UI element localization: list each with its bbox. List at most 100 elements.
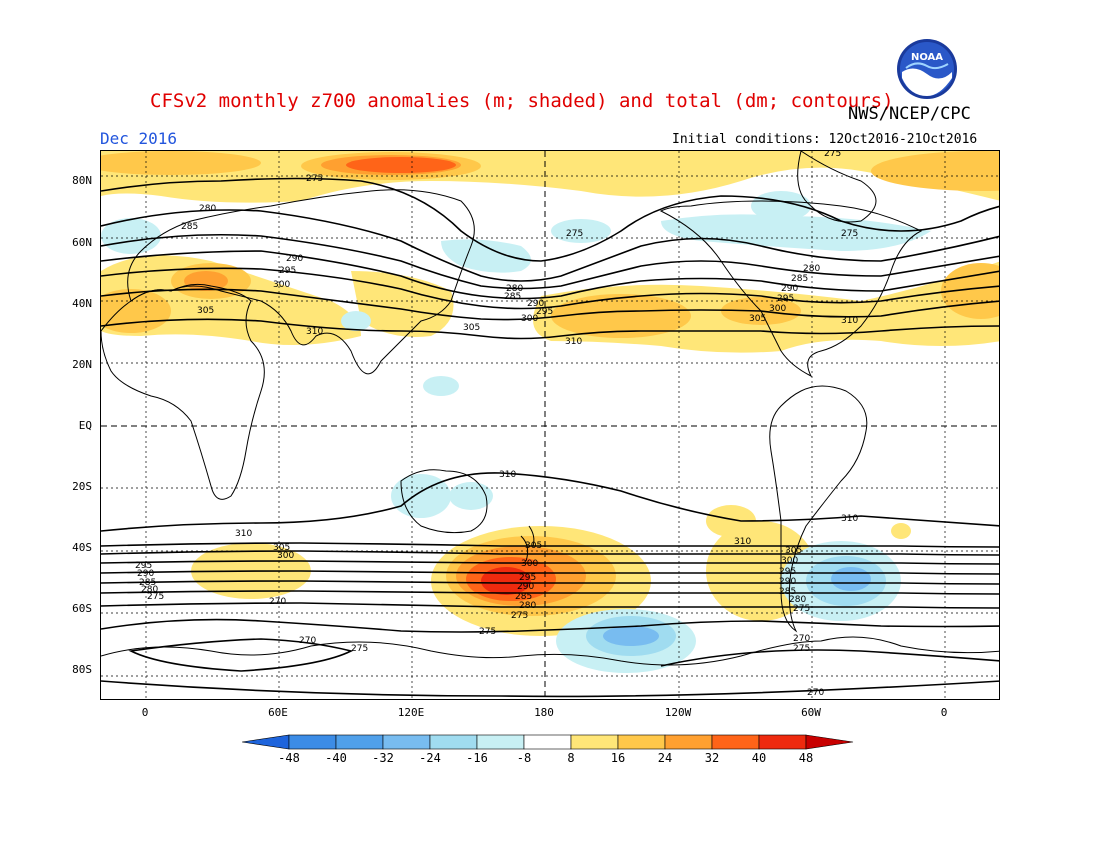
contour-label: 310	[565, 337, 582, 347]
colorbar	[242, 734, 854, 750]
contour-label: 310	[734, 537, 751, 547]
contour-label-group: 275 275 275 275 280 280 280 285 285 285 …	[135, 151, 858, 698]
contour-label: 295	[519, 573, 536, 583]
contour-label: 290	[137, 569, 154, 579]
colorbar-cell	[711, 734, 760, 750]
colorbar-tick: -8	[516, 751, 532, 765]
contour-label: 275	[511, 611, 528, 621]
lat-label: 20N	[72, 358, 92, 371]
contour-label: 290	[527, 299, 544, 309]
lat-label: 20S	[72, 480, 92, 493]
colorbar-tick: -32	[372, 751, 394, 765]
initial-conditions: Initial conditions: 12Oct2016-21Oct2016	[672, 132, 978, 147]
colorbar-end-high	[805, 734, 854, 750]
contour-label: 285	[181, 222, 198, 232]
contour-label: 300	[273, 280, 290, 290]
contour-label: 280	[519, 601, 536, 611]
colorbar-tick: 32	[704, 751, 720, 765]
contour-label: 305	[197, 306, 214, 316]
colorbar-cell	[570, 734, 619, 750]
map-title: CFSv2 monthly z700 anomalies (m; shaded)…	[150, 90, 894, 112]
colorbar-tick: -16	[466, 751, 488, 765]
contour-label: 280	[141, 585, 158, 595]
colorbar-cell	[429, 734, 478, 750]
contour-label: 285	[779, 587, 796, 597]
lon-label: 60W	[801, 706, 821, 719]
colorbar-cell	[617, 734, 666, 750]
contour-label: 290	[779, 577, 796, 587]
lon-label: 0	[141, 706, 149, 719]
contour-label: 280	[506, 284, 523, 294]
colorbar-end-low	[242, 734, 290, 750]
contour-label: 275	[566, 229, 583, 239]
contour-label: 275	[793, 644, 810, 654]
contour-label: 270	[807, 688, 824, 698]
antarctica-coast	[101, 636, 999, 666]
lat-label: EQ	[78, 419, 92, 432]
colorbar-tick: -40	[325, 751, 347, 765]
anomaly-map: 275 275 275 275 280 280 280 285 285 285 …	[101, 151, 999, 699]
contour-label: 310	[841, 514, 858, 524]
colorbar-tick: 8	[567, 751, 575, 765]
colorbar-cell	[335, 734, 384, 750]
contour-label: 295	[777, 294, 794, 304]
height-contours	[101, 177, 999, 698]
contour-label: 290	[781, 284, 798, 294]
noaa-logo: NOAA	[897, 39, 957, 99]
contour-label: 310	[306, 327, 323, 337]
colorbar-cell	[288, 734, 337, 750]
contour-label: 305	[525, 541, 542, 551]
logo-text: NOAA	[911, 52, 943, 63]
contour-label: 270	[793, 634, 810, 644]
lon-label: 60E	[268, 706, 288, 719]
contour-label: 305	[749, 314, 766, 324]
contour-label: 275	[824, 151, 841, 159]
new-zealand-coast	[520, 525, 535, 562]
lat-label: 60N	[72, 236, 92, 249]
contour-label: 275	[351, 644, 368, 654]
lon-label: 120E	[397, 706, 425, 719]
colorbar-cell	[758, 734, 807, 750]
contour-label: 310	[235, 529, 252, 539]
australia-coast	[400, 469, 488, 534]
contour-label: 285	[504, 292, 521, 302]
contour-label: 300	[277, 551, 294, 561]
contour-label: 290	[517, 582, 534, 592]
contour-label: 295	[279, 266, 296, 276]
colorbar-cell	[476, 734, 525, 750]
positive-anomaly-shading	[101, 151, 999, 636]
contour-label: 300	[521, 314, 538, 324]
contour-label: 285	[791, 274, 808, 284]
contour-label: 275	[793, 604, 810, 614]
contour-label: 300	[521, 559, 538, 569]
colorbar-tick: -48	[278, 751, 300, 765]
lat-label: 80S	[72, 663, 92, 676]
contour-label: 295	[135, 561, 152, 571]
contour-label: 295	[536, 307, 553, 317]
colorbar-tick: -24	[419, 751, 441, 765]
contour-label: 270	[269, 597, 286, 607]
contour-label: 285	[515, 592, 532, 602]
contour-label: 305	[785, 546, 802, 556]
lat-label: 60S	[72, 602, 92, 615]
lat-label: 40N	[72, 297, 92, 310]
contour-label: 300	[769, 304, 786, 314]
lat-label: 40S	[72, 541, 92, 554]
contour-label: 290	[286, 254, 303, 264]
colorbar-tick: 24	[657, 751, 673, 765]
greenland-coast	[797, 151, 877, 223]
contour-label: 280	[789, 595, 806, 605]
contour-label: 275	[147, 592, 164, 602]
contour-label: 300	[781, 556, 798, 566]
contour-label: 285	[139, 578, 156, 588]
map-panel: 275 275 275 275 280 280 280 285 285 285 …	[100, 150, 1000, 700]
contour-label: 280	[199, 204, 216, 214]
contour-label: 270	[299, 636, 316, 646]
contour-label: 275	[306, 174, 323, 184]
colorbar-cell	[523, 734, 572, 750]
contour-label: 310	[841, 316, 858, 326]
colorbar-tick: 40	[751, 751, 767, 765]
lon-label: 180	[534, 706, 554, 719]
contour-label: 275	[841, 229, 858, 239]
valid-month: Dec 2016	[100, 129, 178, 148]
